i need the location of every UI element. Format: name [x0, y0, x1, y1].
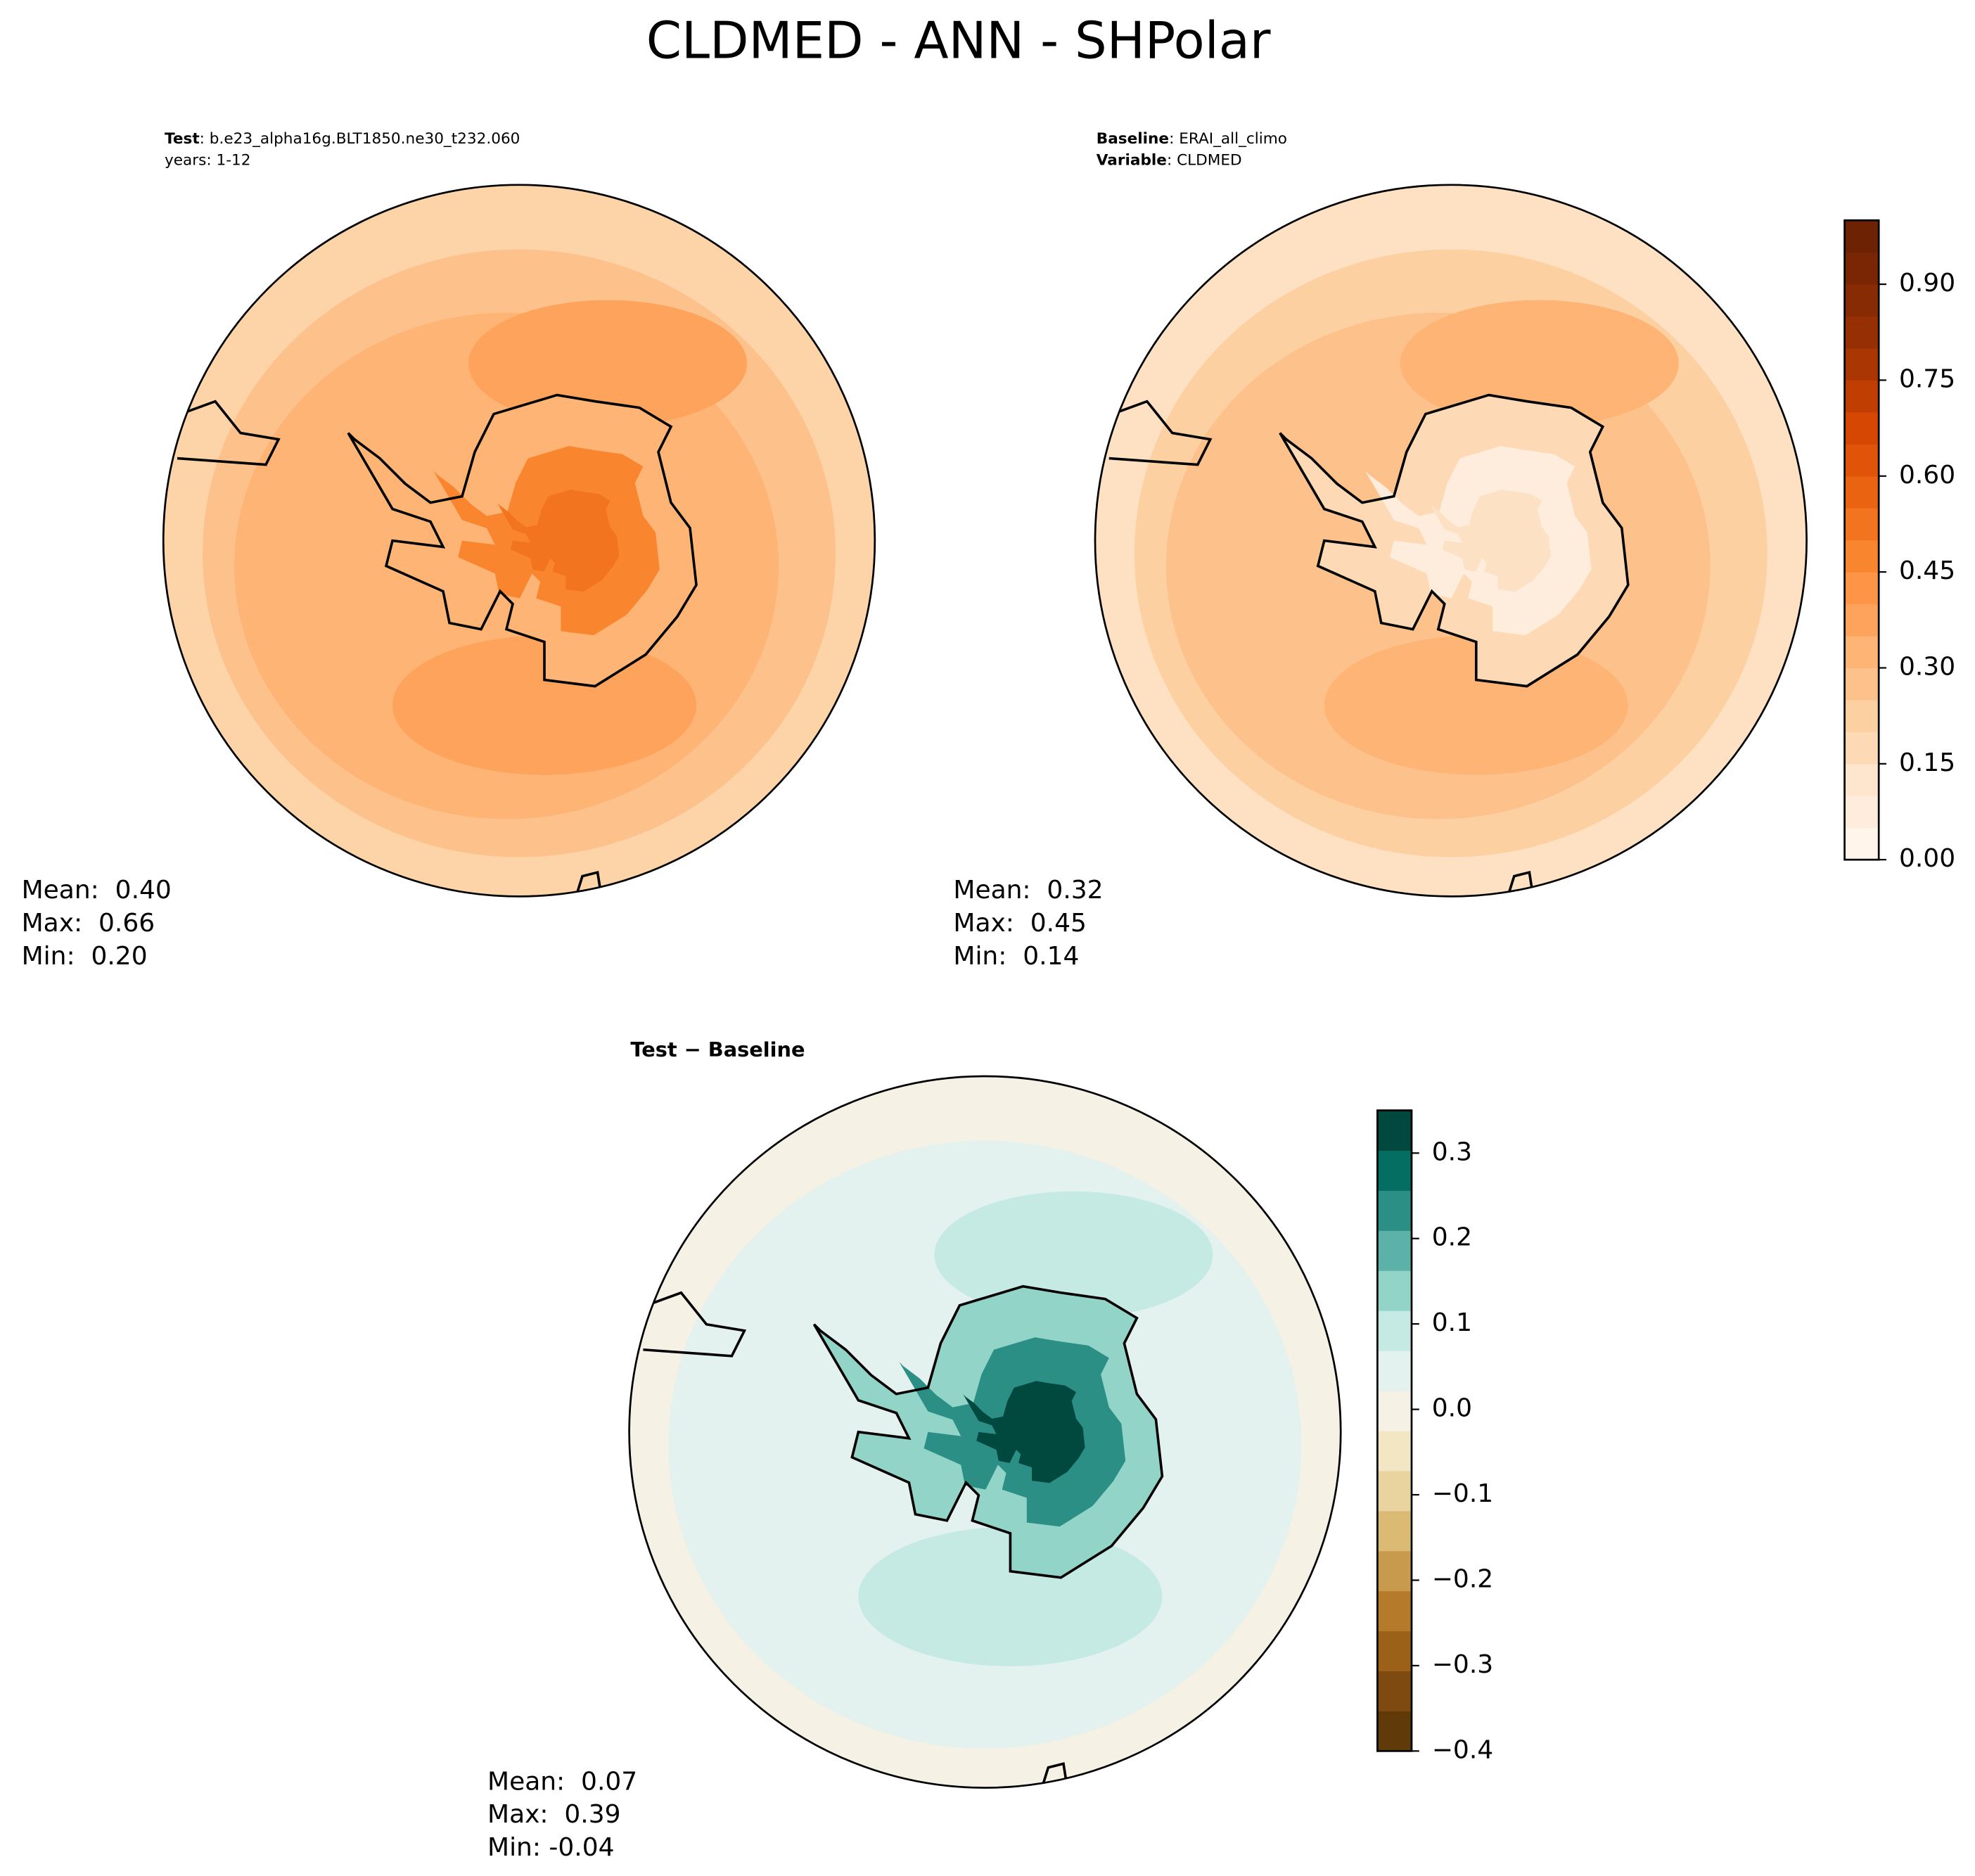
colorbar-band	[1844, 763, 1879, 796]
colorbar-band	[1844, 444, 1879, 477]
header-bold: Baseline	[1097, 130, 1169, 148]
header-text: : ERAI_all_climo	[1169, 130, 1287, 148]
stat-line: Max: 0.66	[22, 909, 155, 938]
colorbar-band	[1844, 316, 1879, 349]
map-border	[628, 1075, 1342, 1789]
figure-title: CLDMED - ANN - SHPolar	[646, 11, 1271, 70]
colorbar-tick-label: 0.75	[1899, 364, 1955, 393]
coastline	[1040, 1762, 1069, 1788]
colorbar-band	[1377, 1590, 1412, 1632]
colorbar-tick-label: −0.1	[1432, 1479, 1493, 1508]
colorbar-band	[1377, 1711, 1412, 1751]
colorbar-band	[1844, 636, 1879, 669]
colorbar-band	[1377, 1631, 1412, 1672]
colorbar-band	[1844, 796, 1879, 829]
colorbar-tick-label: 0.0	[1432, 1394, 1472, 1423]
colorbar-frame	[1843, 219, 1880, 861]
colorbar-band	[1844, 252, 1879, 285]
colorbar-tick-label: 0.3	[1432, 1137, 1472, 1166]
colorbar-band	[1844, 411, 1879, 445]
colorbar-tick-label: 0.90	[1899, 269, 1955, 298]
stat-line: Max: 0.39	[487, 1800, 621, 1829]
colorbar-band	[1377, 1510, 1412, 1552]
coastline	[347, 393, 698, 688]
colorbar-band	[1844, 508, 1879, 541]
colorbar-band	[1377, 1110, 1412, 1151]
colorbar-band	[1377, 1270, 1412, 1311]
colorbar-band	[1844, 220, 1879, 253]
map-ring	[1400, 300, 1679, 427]
coastline	[1094, 400, 1213, 466]
colorbar-band	[1844, 827, 1879, 860]
coastline	[812, 1284, 1164, 1579]
map-ring	[934, 1191, 1213, 1318]
colorbar-band	[1377, 1150, 1412, 1191]
colorbar-band	[1377, 1351, 1412, 1391]
colorbar-band	[1844, 572, 1879, 605]
map-ring	[468, 300, 748, 427]
antarctica-fill	[497, 490, 620, 592]
colorbar-band	[1377, 1430, 1412, 1472]
header-bold: Variable	[1097, 152, 1167, 170]
header-bold: Test	[165, 130, 200, 148]
header-text: : CLDMED	[1167, 152, 1242, 170]
panel-header: Test: b.e23_alpha16g.BLT1850.ne30_t232.0…	[165, 130, 520, 148]
map-border	[1094, 184, 1808, 898]
colorbar-band	[1377, 1310, 1412, 1351]
panel-header: Variable: CLDMED	[1097, 152, 1242, 170]
colorbar-band	[1844, 347, 1879, 381]
colorbar-frame	[1376, 1109, 1413, 1752]
antarctica-fill	[1428, 490, 1551, 592]
map-border	[162, 184, 876, 898]
colorbar-band	[1844, 284, 1879, 317]
panel-header: Test − Baseline	[630, 1038, 805, 1061]
header-text: years: 1-12	[165, 152, 250, 170]
stat-line: Min: -0.04	[487, 1833, 615, 1862]
panel-header: years: 1-12	[165, 152, 250, 170]
colorbar-band	[1844, 476, 1879, 509]
stat-line: Mean: 0.32	[953, 876, 1103, 905]
stat-line: Max: 0.45	[953, 909, 1087, 938]
header-text: : b.e23_alpha16g.BLT1850.ne30_t232.060	[200, 130, 520, 148]
stat-line: Mean: 0.07	[487, 1767, 637, 1796]
colorbar-band	[1377, 1671, 1412, 1711]
colorbar-band	[1844, 604, 1879, 637]
colorbar-band	[1844, 732, 1879, 765]
colorbar-tick-label: 0.60	[1899, 461, 1955, 490]
coastline	[575, 870, 603, 897]
colorbar-band	[1844, 668, 1879, 701]
colorbar-band	[1844, 699, 1879, 732]
antarctica-fill	[963, 1381, 1085, 1483]
colorbar-tick-label: −0.3	[1432, 1650, 1493, 1679]
coastline	[163, 400, 281, 466]
coastline	[1279, 393, 1630, 688]
header-bold: Test − Baseline	[630, 1038, 805, 1061]
colorbar-tick-label: −0.2	[1432, 1564, 1493, 1593]
coastline	[1507, 870, 1535, 897]
colorbar-tick-label: 0.00	[1899, 844, 1955, 873]
colorbar-band	[1377, 1550, 1412, 1592]
polar-map	[629, 1076, 1341, 1788]
stat-line: Min: 0.20	[22, 942, 148, 971]
colorbar-tick-label: 0.1	[1432, 1308, 1472, 1337]
stat-line: Min: 0.14	[953, 942, 1079, 971]
panel-header: Baseline: ERAI_all_climo	[1097, 130, 1287, 148]
polar-map	[163, 184, 875, 897]
colorbar-tick-label: 0.2	[1432, 1223, 1472, 1252]
colorbar-tick-label: 0.45	[1899, 556, 1955, 585]
colorbar-tick-label: 0.15	[1899, 748, 1955, 777]
stat-line: Mean: 0.40	[22, 876, 172, 905]
colorbar-band	[1844, 380, 1879, 413]
colorbar-tick-label: −0.4	[1432, 1735, 1493, 1764]
colorbar-tick-label: 0.30	[1899, 652, 1955, 681]
polar-map	[1094, 184, 1807, 897]
colorbar-band	[1844, 540, 1879, 573]
colorbar-band	[1377, 1470, 1412, 1512]
coastline	[629, 1291, 747, 1358]
colorbar-band	[1377, 1391, 1412, 1431]
colorbar-band	[1377, 1190, 1412, 1231]
colorbar-band	[1377, 1230, 1412, 1271]
